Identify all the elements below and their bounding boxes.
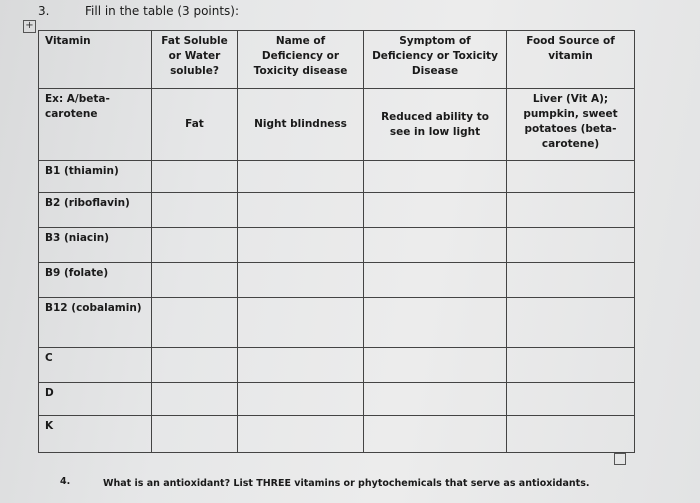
question-3-number: 3. [38,4,50,18]
example-vitamin: Ex: A/beta-carotene [38,88,152,161]
cell-disease[interactable] [237,227,364,263]
row-vitamin: B3 (niacin) [38,227,152,263]
row-vitamin: B1 (thiamin) [38,160,152,193]
example-disease: Night blindness [237,88,364,161]
cell-solubility[interactable] [151,227,238,263]
table-row: D [38,382,635,416]
table-row: B9 (folate) [38,262,635,298]
cell-disease[interactable] [237,382,364,416]
table-row: K [38,415,635,453]
cell-solubility[interactable] [151,192,238,228]
question-4-text: What is an antioxidant? List THREE vitam… [103,478,590,489]
cell-food[interactable] [506,227,635,263]
cell-symptom[interactable] [363,192,507,228]
table-row: B1 (thiamin) [38,160,635,193]
cell-disease[interactable] [237,415,364,453]
cell-disease[interactable] [237,262,364,298]
table-move-handle-icon[interactable]: + [23,20,36,33]
example-solubility: Fat [151,88,238,161]
example-row: Ex: A/beta-carotene Fat Night blindness … [38,88,635,161]
cell-symptom[interactable] [363,415,507,453]
cell-symptom[interactable] [363,262,507,298]
table-resize-handle[interactable] [614,453,626,465]
table-row: C [38,347,635,383]
example-symptom: Reduced ability to see in low light [363,88,507,161]
cell-symptom[interactable] [363,347,507,383]
cell-symptom[interactable] [363,382,507,416]
table-header-row: Vitamin Fat Soluble or Water soluble? Na… [38,30,635,89]
row-vitamin: B2 (riboflavin) [38,192,152,228]
row-vitamin: C [38,347,152,383]
cell-symptom[interactable] [363,297,507,348]
row-vitamin: B12 (cobalamin) [38,297,152,348]
cell-disease[interactable] [237,160,364,193]
cell-solubility[interactable] [151,382,238,416]
header-solubility: Fat Soluble or Water soluble? [151,30,238,89]
cell-food[interactable] [506,347,635,383]
cell-disease[interactable] [237,192,364,228]
cell-disease[interactable] [237,297,364,348]
header-symptom: Symptom of Deficiency or Toxicity Diseas… [363,30,507,89]
row-vitamin: B9 (folate) [38,262,152,298]
table-row: B2 (riboflavin) [38,192,635,228]
cell-disease[interactable] [237,347,364,383]
cell-food[interactable] [506,192,635,228]
table-row: B3 (niacin) [38,227,635,263]
table-row: B12 (cobalamin) [38,297,635,348]
question-4-number: 4. [60,476,71,487]
question-3-text: Fill in the table (3 points): [85,4,240,18]
header-vitamin: Vitamin [38,30,152,89]
cell-solubility[interactable] [151,160,238,193]
header-food: Food Source of vitamin [506,30,635,89]
cell-symptom[interactable] [363,160,507,193]
cell-solubility[interactable] [151,415,238,453]
header-disease: Name of Deficiency or Toxicity disease [237,30,364,89]
cell-solubility[interactable] [151,347,238,383]
cell-symptom[interactable] [363,227,507,263]
cell-food[interactable] [506,297,635,348]
cell-food[interactable] [506,382,635,416]
cell-food[interactable] [506,262,635,298]
cell-food[interactable] [506,415,635,453]
example-food: Liver (Vit A); pumpkin, sweet potatoes (… [506,88,635,161]
vitamin-table: Vitamin Fat Soluble or Water soluble? Na… [38,30,635,453]
cell-solubility[interactable] [151,297,238,348]
cell-food[interactable] [506,160,635,193]
row-vitamin: K [38,415,152,453]
cell-solubility[interactable] [151,262,238,298]
row-vitamin: D [38,382,152,416]
